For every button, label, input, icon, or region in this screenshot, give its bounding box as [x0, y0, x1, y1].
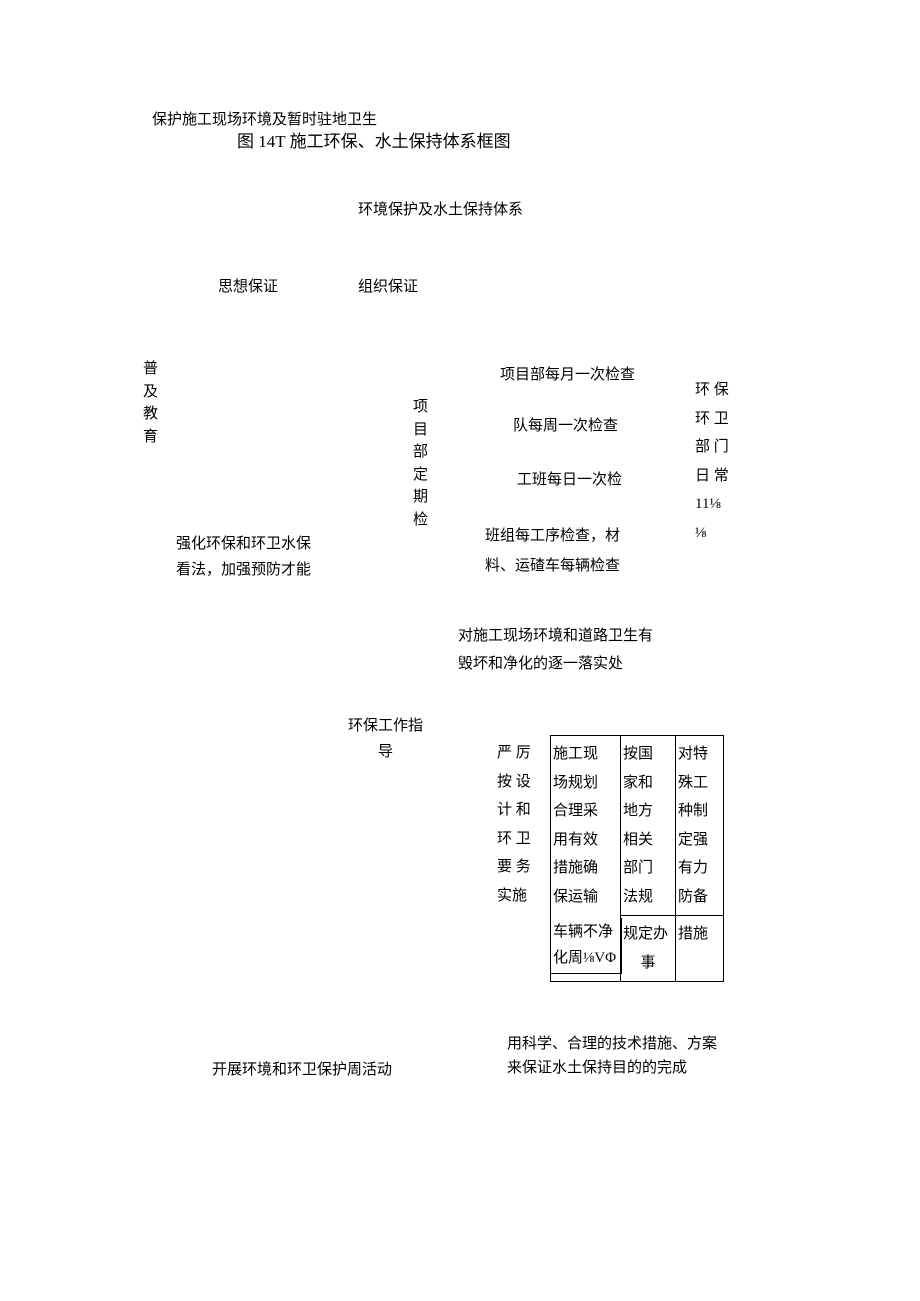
- tc2-4: 部门: [623, 854, 673, 883]
- tc3-4: 有力: [678, 854, 721, 883]
- table-col0: 严 厉 按 设 计 和 环 卫 要 务 实施: [495, 735, 550, 982]
- tc1-7: 化周⅛VΦ: [553, 946, 619, 972]
- mid-vertical-content: 项目部定期检: [413, 396, 429, 531]
- check-1: 项目部每月一次检查: [500, 363, 635, 387]
- tc1-3: 用有效: [553, 826, 618, 855]
- check-3: 工班每日一次检: [517, 468, 622, 492]
- tc1-4: 措施确: [553, 854, 618, 883]
- tc0-4: 要 务: [497, 853, 548, 882]
- check-4b: 料、运碴车每辆检查: [485, 554, 620, 578]
- table-area: 严 厉 按 设 计 和 环 卫 要 务 实施 施工现 场规划 合理采 用有效 措…: [495, 735, 724, 982]
- mid-vertical-text: 项目部定期检: [413, 396, 429, 531]
- tc1-6: 车辆不净: [553, 920, 619, 946]
- table-col2-top: 按国 家和 地方 相关 部门 法规: [621, 736, 676, 916]
- check-2: 队每周一次检查: [513, 414, 618, 438]
- left-para2: 看法，加强预防才能: [176, 558, 311, 582]
- table-col1-extra: 车辆不净 化周⅛VΦ: [550, 918, 622, 974]
- header-line2: 图 14T 施工环保、水土保持体系框图: [237, 128, 511, 155]
- check-4a: 班组每工序检查，材: [485, 524, 620, 548]
- tc0-0: 严 厉: [497, 739, 548, 768]
- top-center-label: 环境保护及水土保持体系: [358, 198, 523, 222]
- mid-para-1: 对施工现场环境和道路卫生有: [458, 624, 653, 648]
- tc2-7: 事: [623, 949, 673, 978]
- tc3-3: 定强: [678, 826, 721, 855]
- tc0-3: 环 卫: [497, 825, 548, 854]
- right-v-l1: 环 保: [695, 376, 729, 405]
- row1-right: 组织保证: [358, 275, 418, 299]
- tc1-5: 保运输: [553, 883, 618, 912]
- tc2-2: 地方: [623, 797, 673, 826]
- right-v-l4: 日 常: [695, 462, 729, 491]
- left-para1: 强化环保和环卫水保: [176, 532, 311, 556]
- left-vertical-text: 普及教育: [143, 358, 159, 448]
- table-col2-bottom: 规定办 事: [621, 916, 676, 982]
- right-vertical-block: 环 保 环 卫 部 门 日 常 11⅛ ⅛: [695, 376, 729, 547]
- table-col3-bottom: 措施: [676, 916, 724, 982]
- bottom-right1: 用科学、合理的技术措施、方案: [507, 1032, 717, 1056]
- tc2-0: 按国: [623, 740, 673, 769]
- header-line2-prefix: 图 14T: [237, 132, 290, 151]
- mid-para-2: 毁坏和净化的逐一落实处: [458, 652, 623, 676]
- bottom-left: 开展环境和环卫保护周活动: [212, 1058, 392, 1082]
- tc1-1: 场规划: [553, 769, 618, 798]
- tc3-5: 防备: [678, 883, 721, 912]
- header-line2-body: 施工环保、水土保持体系框图: [290, 132, 511, 151]
- guide-l1: 环保工作指: [348, 714, 423, 738]
- tc3-1: 殊工: [678, 769, 721, 798]
- tc3-2: 种制: [678, 797, 721, 826]
- tc1-2: 合理采: [553, 797, 618, 826]
- right-v-l6: ⅛: [695, 519, 729, 548]
- right-v-l2: 环 卫: [695, 405, 729, 434]
- right-v-l3: 部 门: [695, 433, 729, 462]
- tc0-1: 按 设: [497, 768, 548, 797]
- tc2-6: 规定办: [623, 920, 673, 949]
- tc0-2: 计 和: [497, 796, 548, 825]
- tc3-0: 对特: [678, 740, 721, 769]
- bottom-right2: 来保证水土保持目的的完成: [507, 1056, 687, 1080]
- guide-l2: 导: [378, 740, 393, 764]
- tc1-0: 施工现: [553, 740, 618, 769]
- table-col3-top: 对特 殊工 种制 定强 有力 防备: [676, 736, 724, 916]
- right-v-l5: 11⅛: [695, 490, 729, 519]
- left-vertical-text-content: 普及教育: [143, 358, 159, 448]
- tc0-5: 实施: [497, 882, 548, 911]
- tc2-1: 家和: [623, 769, 673, 798]
- tc2-3: 相关: [623, 826, 673, 855]
- tc2-5: 法规: [623, 883, 673, 912]
- tc3-6: 措施: [678, 920, 721, 949]
- row1-left: 思想保证: [218, 275, 278, 299]
